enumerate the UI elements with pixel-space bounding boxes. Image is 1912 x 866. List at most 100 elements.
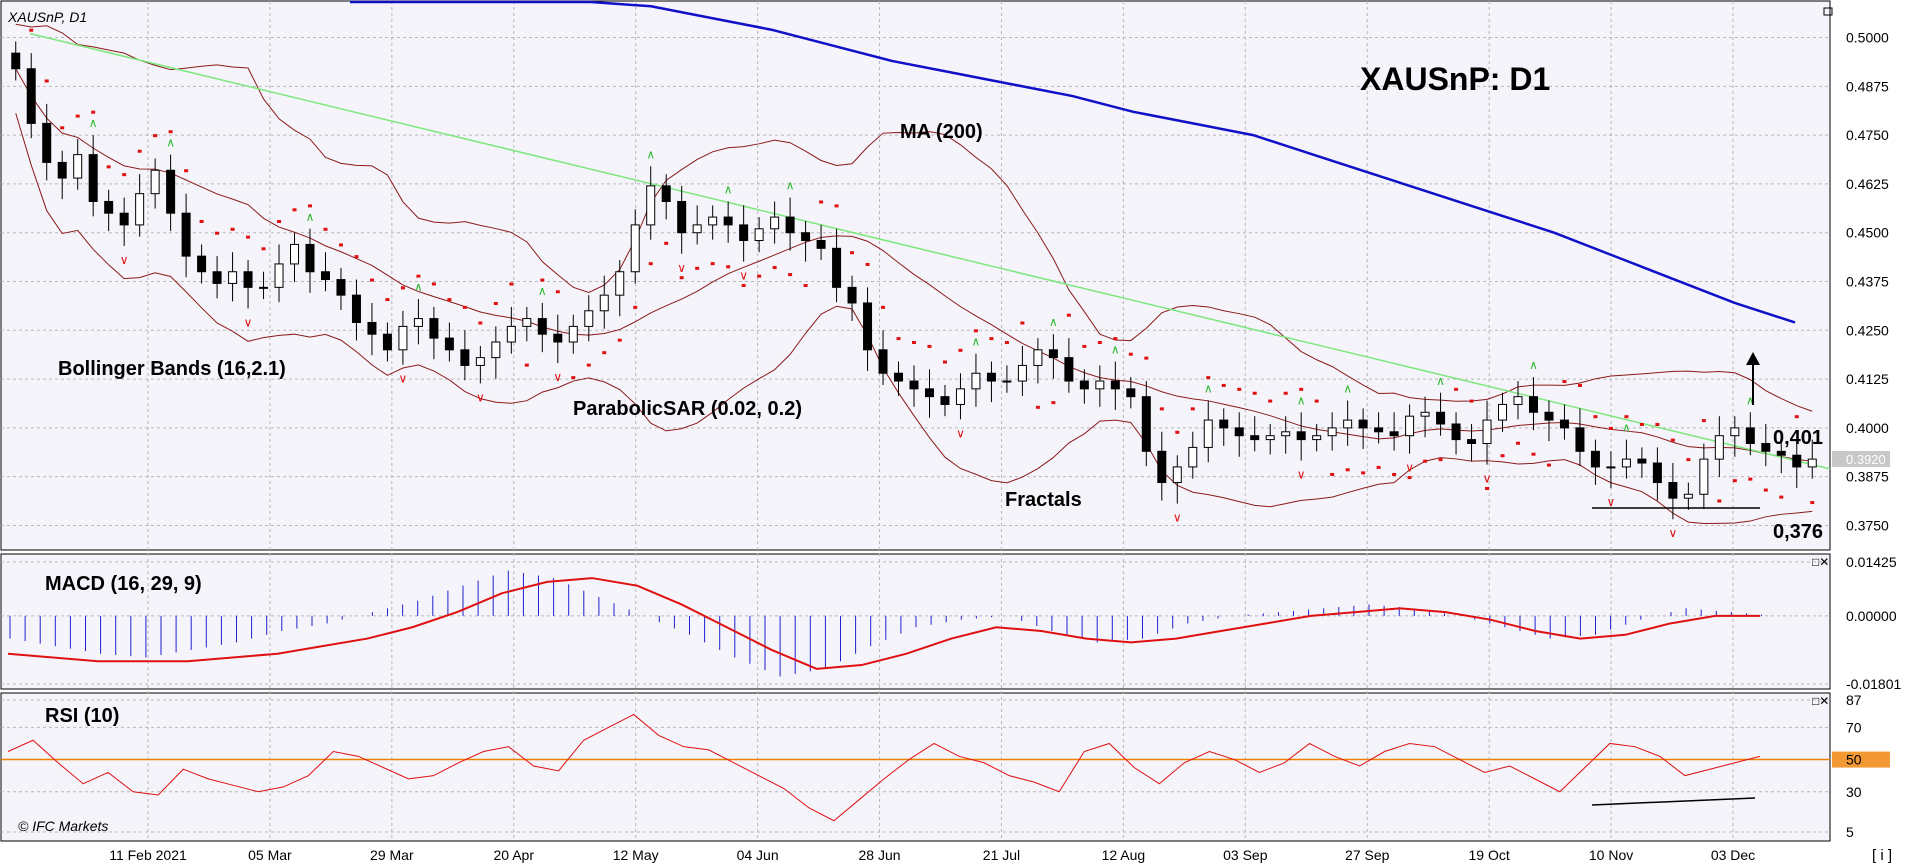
sar-dot xyxy=(524,363,529,367)
price-tick-label: 0.4250 xyxy=(1846,322,1889,338)
candle-body xyxy=(630,224,640,273)
price-tick-label: 0.4375 xyxy=(1846,274,1889,290)
candle-body xyxy=(1590,450,1600,468)
rsi-line xyxy=(7,713,1761,822)
candles xyxy=(11,41,1817,520)
symbol-label: XAUSnP, D1 xyxy=(7,9,87,25)
x-tick-label: 03 Dec xyxy=(1711,847,1755,863)
fractals-label: Fractals xyxy=(1005,489,1082,511)
candle-body xyxy=(739,224,749,242)
bollinger-label: Bollinger Bands (16,2.1) xyxy=(58,358,286,380)
rsi-close-icon[interactable]: □✕ xyxy=(1812,694,1829,708)
sar-dot xyxy=(586,363,591,367)
sar-dot xyxy=(896,337,901,341)
x-tick-label: 12 Aug xyxy=(1102,847,1146,863)
sar-dot xyxy=(912,341,916,345)
candle-body xyxy=(1467,439,1477,445)
sar-dot xyxy=(1392,472,1397,476)
bollinger-line xyxy=(15,23,1813,412)
sar-dot xyxy=(122,173,127,177)
fractal-up-icon: ∧ xyxy=(1343,382,1352,396)
sar-dot xyxy=(1128,352,1133,356)
rsi-label: RSI (10) xyxy=(45,705,119,727)
candle-body xyxy=(212,271,222,284)
sar-dot xyxy=(261,247,266,251)
sar-dot xyxy=(1361,471,1366,475)
sar-dot xyxy=(850,251,855,255)
candle-body xyxy=(398,325,408,351)
rsi-tick-label: 30 xyxy=(1846,784,1862,800)
fractal-up-icon: ∧ xyxy=(166,136,175,150)
sar-dot xyxy=(431,282,436,286)
info-button[interactable]: [ i ] xyxy=(1872,847,1892,864)
sar-dot xyxy=(385,298,390,302)
candle-body xyxy=(42,122,52,163)
candle-body xyxy=(197,255,207,273)
macd-tick-label: 0.01425 xyxy=(1846,554,1897,570)
sar-dot xyxy=(462,305,467,309)
sar-dot xyxy=(1639,422,1644,426)
macd-close-icon[interactable]: □✕ xyxy=(1812,555,1829,569)
candle-body xyxy=(677,200,687,234)
fractal-down-icon: ∨ xyxy=(1173,511,1182,525)
candle-body xyxy=(1482,419,1492,445)
candle-body xyxy=(599,294,609,312)
fractal-up-icon: ∧ xyxy=(1529,358,1538,372)
x-tick-label: 04 Jun xyxy=(737,847,779,863)
fractal-down-icon: ∨ xyxy=(120,253,129,267)
candle-body xyxy=(290,243,300,265)
sar-dot xyxy=(973,329,978,333)
candle-body xyxy=(1343,419,1353,429)
candle-body xyxy=(1312,435,1322,441)
fractal-down-icon: ∨ xyxy=(399,372,408,386)
candle-body xyxy=(1761,443,1771,452)
macd-tick-label: -0.01801 xyxy=(1846,676,1901,692)
fractal-up-icon: ∧ xyxy=(414,280,423,294)
candle-body xyxy=(568,325,578,343)
sar-dot xyxy=(1546,463,1551,467)
sar-dot xyxy=(478,321,483,325)
sar-dot xyxy=(757,274,762,278)
sar-dot xyxy=(1159,407,1164,411)
sar-dot xyxy=(369,278,374,282)
fractal-up-icon: ∧ xyxy=(786,179,795,193)
sar-dot xyxy=(308,204,312,208)
bollinger-bands xyxy=(15,23,1813,525)
candle-body xyxy=(506,325,516,343)
sar-dot xyxy=(1097,341,1102,345)
fractal-down-icon: ∨ xyxy=(553,370,562,384)
sar-dot xyxy=(168,130,173,134)
rsi-support-line xyxy=(1591,797,1756,806)
bollinger-line xyxy=(15,68,1813,462)
sar-dot xyxy=(1283,391,1288,395)
sar-dot xyxy=(1407,476,1412,480)
candle-body xyxy=(1327,427,1337,437)
candle-body xyxy=(1621,458,1631,468)
candle-body xyxy=(1498,403,1508,421)
candle-body xyxy=(11,52,21,70)
sar-dot xyxy=(1779,495,1784,499)
maximize-icon[interactable] xyxy=(1823,7,1833,16)
sar-dot xyxy=(447,298,452,302)
sar-dot xyxy=(1794,415,1799,419)
sar-dot xyxy=(540,278,545,282)
candle-body xyxy=(1281,431,1291,437)
sar-dot xyxy=(772,266,777,270)
candle-body xyxy=(1203,419,1213,448)
fractal-up-icon: ∧ xyxy=(1436,374,1445,388)
up-arrow-head xyxy=(1746,352,1760,365)
sar-dot xyxy=(1051,401,1056,405)
candle-body xyxy=(460,349,470,366)
candle-body xyxy=(1172,466,1182,484)
candle-body xyxy=(878,349,888,374)
sar-dot xyxy=(555,290,560,294)
price-tick-label: 0.4000 xyxy=(1846,420,1889,436)
fractal-down-icon: ∨ xyxy=(1483,472,1492,486)
sar-dot xyxy=(1144,356,1149,360)
candle-body xyxy=(1792,454,1802,468)
fractal-up-icon: ∧ xyxy=(1746,393,1755,407)
sar-dot xyxy=(230,227,235,231)
fractal-up-icon: ∧ xyxy=(1204,382,1213,396)
sar-dot xyxy=(29,28,34,32)
